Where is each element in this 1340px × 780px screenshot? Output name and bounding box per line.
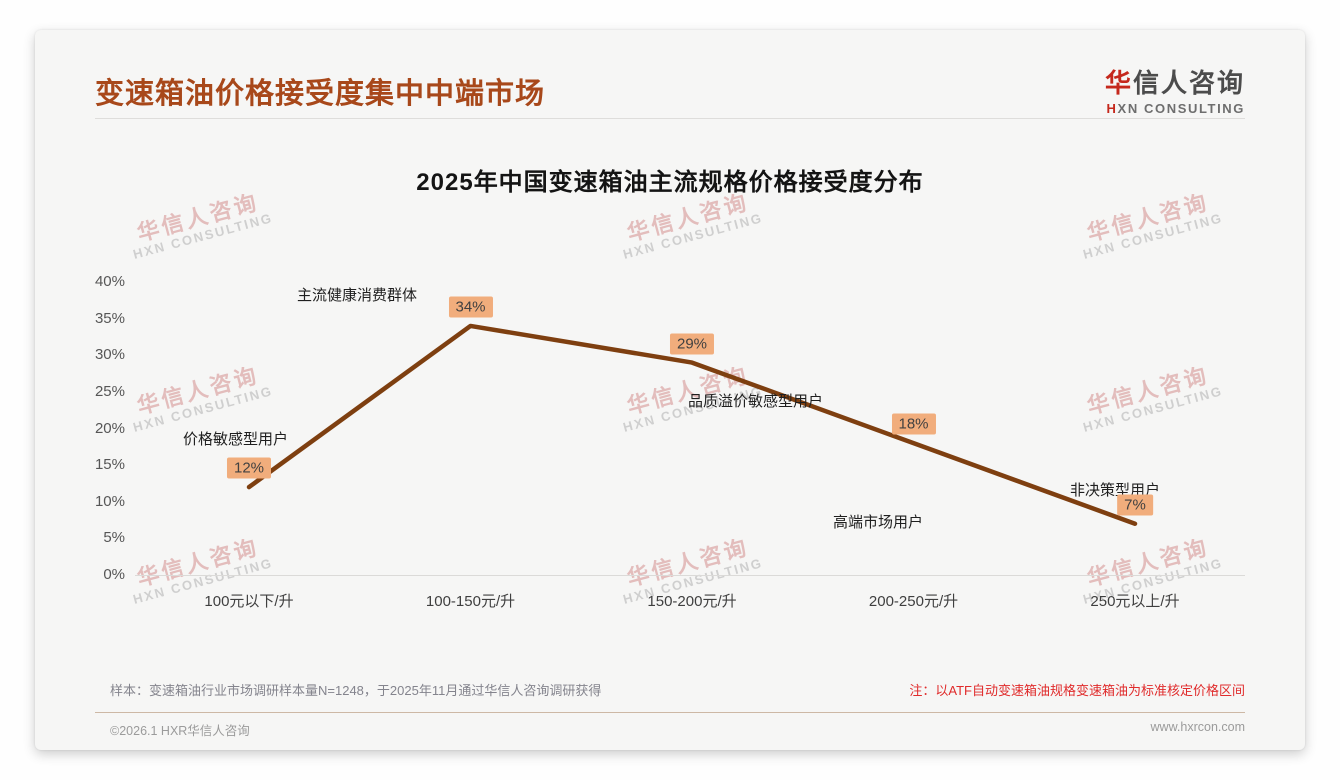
- x-axis-category: 200-250元/升: [868, 593, 959, 610]
- data-label-badge: 12%: [226, 457, 272, 479]
- logo-en-accent: H: [1106, 101, 1118, 116]
- y-axis-tick: 0%: [103, 566, 125, 583]
- y-axis-tick: 20%: [94, 419, 125, 437]
- logo-cn-text: 华信人咨询: [1105, 63, 1245, 100]
- footer-website: www.hxrcon.com: [1150, 720, 1245, 734]
- report-card: 变速箱油价格接受度集中中端市场 华信人咨询 HXN CONSULTING 202…: [35, 30, 1305, 750]
- header-divider: [95, 118, 1245, 119]
- series-annotation: 高端市场用户: [833, 514, 924, 531]
- y-axis-tick: 25%: [94, 382, 125, 400]
- data-label-badge: 29%: [669, 333, 715, 355]
- y-axis-tick: 40%: [94, 273, 125, 290]
- footer-divider: [95, 712, 1245, 713]
- price-footnote: 注：以ATF自动变速箱油规格变速箱油为标准核定价格区间: [909, 683, 1245, 698]
- x-axis-category: 150-200元/升: [647, 593, 737, 610]
- y-axis-tick: 15%: [94, 456, 125, 474]
- y-axis-tick: 35%: [94, 309, 125, 327]
- logo-cn-rest: 信人咨询: [1132, 68, 1245, 98]
- series-annotation: 主流健康消费群体: [297, 287, 418, 304]
- data-label-badge: 7%: [1117, 494, 1153, 516]
- logo-en-rest: XN CONSULTING: [1117, 101, 1245, 116]
- logo-cn-accent: 华: [1104, 68, 1133, 98]
- trend-line: [246, 323, 1138, 526]
- series-annotation: 品质溢价敏感型用户: [688, 393, 824, 410]
- x-axis-category: 100-150元/升: [425, 593, 516, 610]
- y-axis-tick: 30%: [94, 346, 125, 364]
- data-label-badge: 18%: [891, 413, 936, 435]
- y-axis-tick: 10%: [94, 492, 125, 510]
- trend-line-svg: [246, 323, 1138, 526]
- page-title: 变速箱油价格接受度集中中端市场: [95, 78, 546, 110]
- x-axis-line: [135, 575, 1245, 576]
- x-axis-category: 250元以上/升: [1090, 593, 1180, 610]
- sample-footnote: 样本：变速箱油行业市场调研样本量N=1248，于2025年11月通过华信人咨询调…: [110, 683, 602, 698]
- footer-copyright: ©2026.1 HXR华信人咨询: [110, 724, 250, 738]
- series-annotation: 价格敏感型用户: [183, 431, 289, 448]
- chart-title: 2025年中国变速箱油主流规格价格接受度分布: [416, 169, 924, 196]
- line-chart: 0% 5% 10% 15% 20% 25% 30% 35% 40% 100元以下/升 100-150…: [35, 30, 1305, 750]
- x-axis-category: 100元以下/升: [204, 593, 294, 610]
- company-logo: 华信人咨询 HXN CONSULTING: [1105, 63, 1245, 116]
- y-axis-tick: 5%: [103, 529, 125, 547]
- logo-en-text: HXN CONSULTING: [1105, 101, 1245, 116]
- data-label-badge: 34%: [448, 296, 493, 318]
